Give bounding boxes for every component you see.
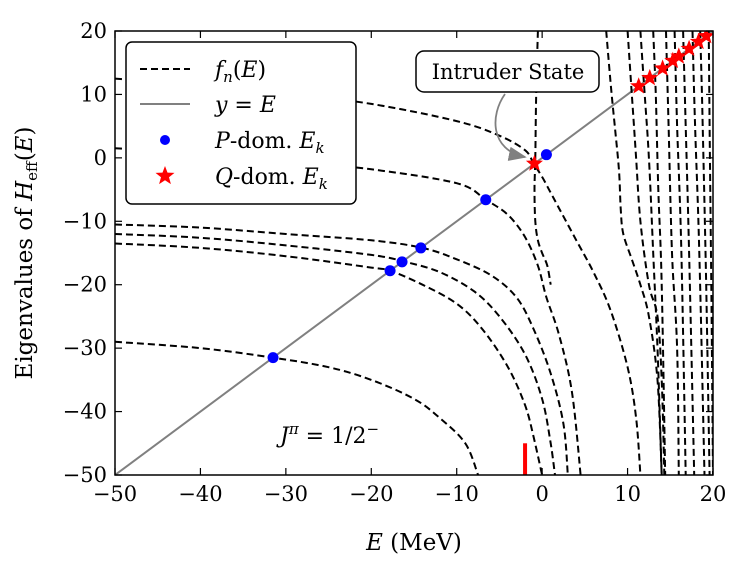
legend-label-p-dom: P-dom. Ek [214, 129, 325, 157]
x-axis-label: E (MeV) [365, 530, 462, 556]
p-dom-point-4 [415, 242, 427, 254]
y-axis-label: Eigenvalues of Heff(E) [12, 127, 41, 380]
axis-ticks: −50 −40 −30 −20 −10 0 10 20 −50 −40 −30 −20 −10 0 10 20 [63, 19, 727, 506]
x-tick-label: 10 [614, 482, 641, 506]
x-tick-label: −20 [349, 482, 393, 506]
plot-frame [114, 30, 714, 476]
series-fn-curve-1 [115, 77, 642, 475]
legend: fn(E) y = E P-dom. Ek Q-dom. Ek [125, 41, 357, 205]
q-dom-star-1 [525, 154, 543, 171]
q-dom-star-7 [680, 39, 698, 56]
legend-swatch-q-dom [155, 166, 175, 185]
q-dom-star-2 [630, 77, 648, 94]
p-dom-point-3 [396, 256, 408, 268]
series-fn-curve-8 [605, 31, 663, 475]
x-tick-label: 0 [535, 482, 548, 506]
legend-label-y-eq-e: y = E [214, 93, 276, 118]
series-y-eq-e-line [115, 31, 713, 475]
intruder-state-label: Intruder State [432, 60, 585, 84]
q-dom-star-3 [641, 68, 659, 86]
y-tick-label: 0 [94, 146, 107, 170]
series-fn-curve-9 [626, 31, 666, 475]
x-tick-label: −10 [435, 482, 479, 506]
series-fn-curve-7 [533, 31, 552, 285]
legend-box [125, 41, 357, 205]
intruder-state-annotation: Intruder State [415, 50, 600, 161]
y-tick-label: −10 [63, 209, 107, 233]
series-fn-curve-16 [699, 31, 711, 475]
series-fn-curve-15 [691, 31, 706, 475]
series-fn-curve-11 [652, 31, 667, 475]
q-dom-star-8 [689, 32, 707, 50]
series-fn-curve-3 [115, 223, 569, 475]
x-tick-label: 20 [700, 482, 727, 506]
series-fn-curve-13 [673, 31, 687, 475]
series-fn-curve-12 [665, 31, 680, 475]
y-tick-label: 10 [80, 82, 107, 106]
plot-area [115, 31, 713, 475]
x-tick-label: −50 [93, 482, 137, 506]
y-tick-label: −50 [63, 463, 107, 487]
q-dom-star-5 [664, 51, 682, 69]
legend-label-q-dom: Q-dom. Ek [215, 165, 328, 193]
legend-swatch-p-dom [160, 135, 170, 145]
x-tick-label: −30 [264, 482, 308, 506]
p-dom-point-5 [480, 194, 492, 206]
q-dom-star-9 [697, 31, 713, 44]
p-dom-point-1 [267, 352, 279, 364]
intruder-state-box [415, 50, 600, 93]
series-fn-curve-14 [682, 31, 696, 475]
intruder-state-arrow [494, 93, 527, 161]
q-dom-star-6 [670, 47, 688, 64]
y-tick-label: −20 [63, 273, 107, 297]
y-tick-label: −40 [63, 400, 107, 424]
series-fn-curve-10 [639, 31, 663, 475]
j-pi-annotation: Jπ = 1/2− [276, 420, 379, 449]
p-dom-point-6 [540, 149, 552, 161]
y-tick-label: −30 [63, 336, 107, 360]
series-fn-curve-17 [707, 31, 713, 475]
p-dom-point-2 [384, 265, 396, 277]
legend-label-fn: fn(E) [213, 58, 266, 86]
series-fn-curve-4 [115, 233, 556, 475]
y-tick-label: 20 [80, 19, 107, 43]
series-fn-curve-5 [115, 242, 544, 475]
series-fn-curve-6 [115, 340, 480, 475]
q-dom-star-4 [654, 59, 672, 76]
x-tick-label: −40 [178, 482, 222, 506]
